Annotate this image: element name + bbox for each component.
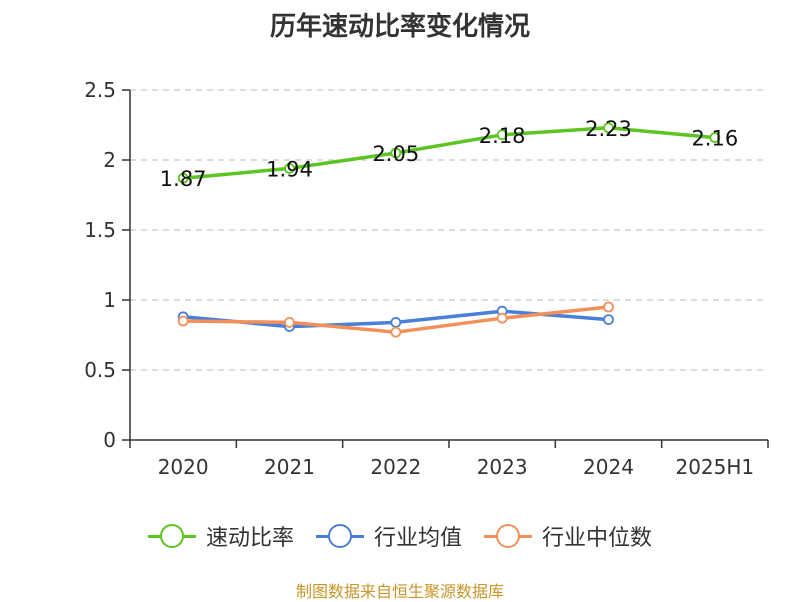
legend-symbol — [315, 524, 364, 548]
y-tick-label: 0.5 — [84, 358, 116, 382]
data-labels: 1.87 1.94 2.05 2.18 2.23 2.16 — [160, 117, 738, 191]
y-tick-label: 1 — [103, 288, 116, 312]
data-point — [284, 162, 295, 174]
legend-item-industry-median[interactable]: 行业中位数 — [484, 520, 652, 552]
data-point — [603, 301, 614, 313]
data-source-note: 制图数据来自恒生聚源数据库 — [295, 582, 504, 601]
data-point — [603, 122, 614, 134]
y-tick-label: 0 — [103, 428, 116, 452]
grid-lines — [130, 89, 768, 371]
data-point — [709, 132, 721, 144]
legend-item-industry-mean[interactable]: 行业均值 — [315, 520, 462, 552]
data-point — [390, 316, 402, 328]
x-tick-label: 2022 — [370, 455, 421, 479]
data-label: 2.18 — [479, 124, 526, 148]
legend-label: 行业中位数 — [542, 526, 653, 551]
y-axis-ticks: 0 0.5 1 1.5 2 2.5 — [84, 78, 130, 452]
x-tick-label: 2025H1 — [675, 455, 754, 479]
data-label: 2.23 — [585, 117, 632, 141]
y-tick-label: 2.5 — [84, 78, 116, 102]
data-label: 1.94 — [266, 157, 313, 181]
data-point — [496, 312, 508, 324]
x-axis-ticks: 2020 2021 2022 2023 2024 2025H1 — [129, 440, 769, 479]
legend-symbol — [147, 524, 196, 548]
x-tick-label: 2023 — [477, 455, 528, 479]
data-point — [603, 314, 614, 326]
series-line — [183, 126, 715, 180]
x-tick-label: 2024 — [583, 455, 634, 479]
x-tick-label: 2020 — [158, 455, 209, 479]
legend-item-quick-ratio[interactable]: 速动比率 — [147, 520, 294, 552]
series-points — [177, 122, 721, 338]
data-point — [177, 315, 189, 327]
data-point — [390, 147, 402, 159]
data-point — [496, 129, 508, 141]
legend-label: 行业均值 — [373, 526, 462, 551]
data-point — [390, 326, 402, 338]
data-point — [284, 316, 295, 328]
x-tick-label: 2021 — [264, 455, 315, 479]
data-label: 2.16 — [691, 127, 738, 151]
chart-title: 历年速动比率变化情况 — [269, 12, 530, 42]
legend-symbol — [484, 524, 532, 548]
data-point — [177, 172, 189, 184]
legend: 速动比率 行业均值 行业中位数 — [0, 520, 800, 552]
data-label: 1.87 — [160, 167, 207, 191]
legend-label: 速动比率 — [205, 526, 294, 551]
data-label: 2.05 — [372, 142, 419, 166]
y-tick-label: 1.5 — [84, 218, 116, 242]
y-tick-label: 2 — [103, 148, 116, 172]
